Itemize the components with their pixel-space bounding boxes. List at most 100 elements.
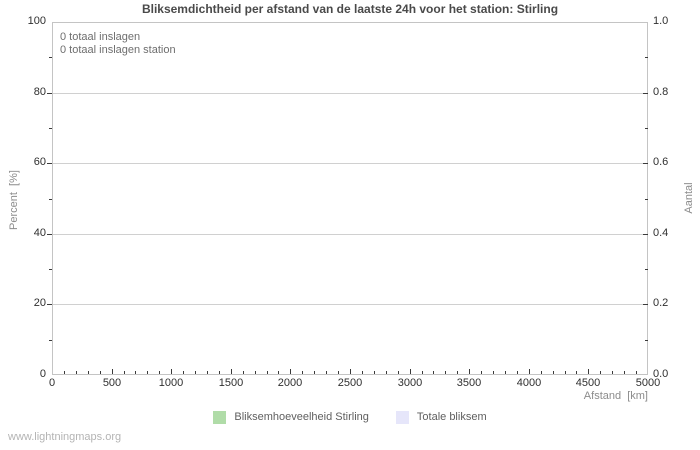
x-tick-major xyxy=(171,369,172,374)
x-tick-minor xyxy=(64,371,65,374)
y-tick-label-left: 60 xyxy=(33,156,46,168)
legend-label: Bliksemhoeveelheid Stirling xyxy=(234,411,369,423)
x-tick-minor xyxy=(278,371,279,374)
y-tick-label-right: 0.2 xyxy=(653,297,669,309)
plot-area: 0 totaal inslagen 0 totaal inslagen stat… xyxy=(52,22,648,375)
y-tick-left-major xyxy=(47,234,52,235)
plot-annotation: 0 totaal inslagen 0 totaal inslagen stat… xyxy=(60,31,176,57)
x-tick-label: 1000 xyxy=(158,377,184,389)
legend-item: Totale bliksem xyxy=(395,410,487,424)
x-tick-label: 500 xyxy=(102,377,122,389)
x-tick-minor xyxy=(433,371,434,374)
y-tick-right-minor xyxy=(645,199,648,200)
x-tick-minor xyxy=(195,371,196,374)
y-tick-left-major xyxy=(47,304,52,305)
x-tick-major xyxy=(290,369,291,374)
x-tick-minor xyxy=(493,371,494,374)
y-tick-label-right: 0.6 xyxy=(653,156,669,168)
x-tick-minor xyxy=(612,371,613,374)
chart-legend: Bliksemhoeveelheid Stirling Totale blikse… xyxy=(0,409,700,425)
y-tick-right-minor xyxy=(645,128,648,129)
x-tick-minor xyxy=(422,371,423,374)
x-tick-minor xyxy=(302,371,303,374)
x-tick-minor xyxy=(576,371,577,374)
x-tick-major xyxy=(350,369,351,374)
x-tick-minor xyxy=(135,371,136,374)
x-tick-minor xyxy=(207,371,208,374)
x-tick-minor xyxy=(517,371,518,374)
x-tick-major xyxy=(410,369,411,374)
x-tick-minor xyxy=(624,371,625,374)
y-tick-right-major xyxy=(643,304,648,305)
y-tick-label-left: 40 xyxy=(33,227,46,239)
x-tick-label: 3000 xyxy=(397,377,423,389)
legend-item: Bliksemhoeveelheid Stirling xyxy=(213,410,369,424)
annotation-station-strikes: 0 totaal inslagen station xyxy=(60,44,176,56)
y-tick-left-minor xyxy=(49,128,52,129)
x-tick-label: 4500 xyxy=(575,377,601,389)
x-tick-label: 2000 xyxy=(277,377,303,389)
x-tick-label: 3500 xyxy=(456,377,482,389)
x-tick-minor xyxy=(636,371,637,374)
x-tick-minor xyxy=(267,371,268,374)
x-tick-label: 2500 xyxy=(337,377,363,389)
y-tick-left-minor xyxy=(49,199,52,200)
x-tick-major xyxy=(112,369,113,374)
y-tick-right-minor xyxy=(645,57,648,58)
x-tick-minor xyxy=(338,371,339,374)
x-tick-minor xyxy=(255,371,256,374)
x-tick-minor xyxy=(374,371,375,374)
x-tick-minor xyxy=(159,371,160,374)
x-tick-minor xyxy=(481,371,482,374)
y-tick-label-left: 80 xyxy=(33,86,46,98)
x-tick-minor xyxy=(88,371,89,374)
y-axis-label-left: Percent [%] xyxy=(8,170,20,230)
x-tick-minor xyxy=(219,371,220,374)
x-tick-minor xyxy=(326,371,327,374)
y-tick-label-left: 0 xyxy=(39,368,46,380)
y-tick-right-major xyxy=(643,93,648,94)
legend-swatch xyxy=(395,410,409,424)
x-tick-label: 1500 xyxy=(218,377,244,389)
watermark-text: www.lightningmaps.org xyxy=(8,431,122,443)
y-tick-label-left: 20 xyxy=(33,297,46,309)
y-tick-label-left: 100 xyxy=(27,15,46,27)
x-tick-major xyxy=(529,369,530,374)
y-tick-label-right: 0.0 xyxy=(653,368,669,380)
annotation-total-strikes: 0 totaal inslagen xyxy=(60,31,141,43)
x-tick-minor xyxy=(76,371,77,374)
x-tick-minor xyxy=(565,371,566,374)
chart-title: Bliksemdichtheid per afstand van de laat… xyxy=(141,2,559,16)
x-tick-minor xyxy=(541,371,542,374)
x-tick-minor xyxy=(445,371,446,374)
y-tick-left-minor xyxy=(49,57,52,58)
y-tick-left-major xyxy=(47,163,52,164)
x-tick-major xyxy=(469,369,470,374)
x-tick-label: 0 xyxy=(48,377,56,389)
x-tick-minor xyxy=(505,371,506,374)
x-tick-label: 5000 xyxy=(635,377,661,389)
y-tick-label-right: 0.8 xyxy=(653,86,669,98)
y-tick-left-major xyxy=(47,93,52,94)
y-tick-right-minor xyxy=(645,269,648,270)
y-tick-right-minor xyxy=(645,340,648,341)
y-gridline xyxy=(53,163,647,164)
x-tick-minor xyxy=(100,371,101,374)
y-tick-right-major xyxy=(643,163,648,164)
y-tick-left-minor xyxy=(49,340,52,341)
x-tick-minor xyxy=(398,371,399,374)
legend-label: Totale bliksem xyxy=(416,411,487,423)
x-axis-label: Afstand [km] xyxy=(583,390,648,402)
x-tick-label: 4000 xyxy=(516,377,542,389)
legend-swatch xyxy=(213,410,227,424)
y-gridline xyxy=(53,93,647,94)
x-tick-minor xyxy=(124,371,125,374)
y-axis-label-right: Aantal xyxy=(683,182,695,214)
x-tick-minor xyxy=(386,371,387,374)
x-tick-major xyxy=(588,369,589,374)
y-tick-label-right: 1.0 xyxy=(653,15,669,27)
y-gridline xyxy=(53,234,647,235)
y-tick-label-right: 0.4 xyxy=(653,227,669,239)
x-tick-minor xyxy=(147,371,148,374)
